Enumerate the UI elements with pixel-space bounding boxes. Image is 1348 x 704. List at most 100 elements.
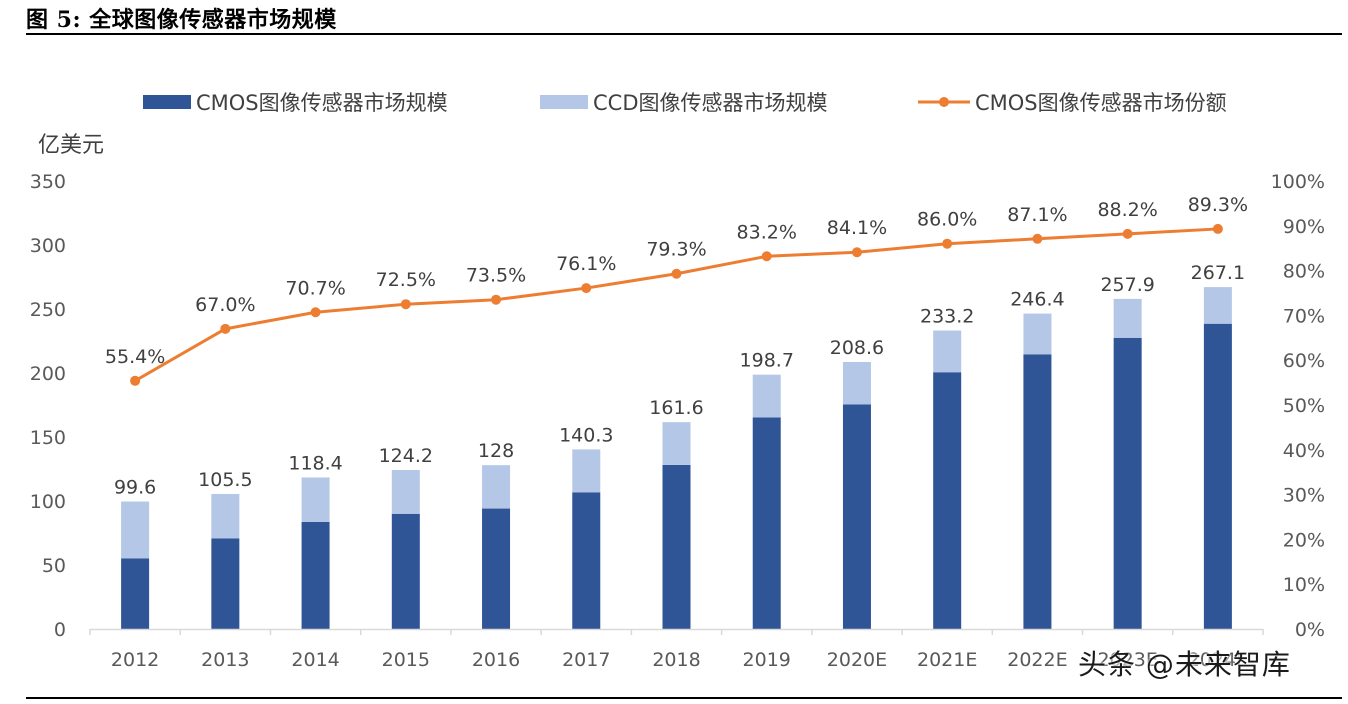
bar-ccd	[752, 374, 781, 418]
bar-ccd	[572, 449, 601, 493]
share-marker	[220, 323, 231, 334]
share-value-label: 87.1%	[1007, 204, 1067, 226]
share-marker	[491, 294, 502, 305]
share-marker	[671, 268, 682, 279]
share-value-label: 67.0%	[195, 294, 255, 316]
share-marker	[1032, 233, 1043, 244]
bar-ccd	[1113, 298, 1142, 338]
y-tick-label: 200	[30, 363, 66, 385]
share-line	[130, 223, 1223, 386]
y2-tick-label: 20%	[1283, 529, 1325, 551]
data-labels: 55.4% 67.0% 70.7% 72.5% 73.5% 76.1% 79.3% 83.2%…	[105, 194, 1248, 499]
y-tick-label: 100	[30, 491, 66, 513]
share-value-label: 79.3%	[646, 239, 706, 261]
bar-total-label: 198.7	[740, 350, 794, 372]
y-tick-label: 50	[42, 555, 66, 577]
bar-total-label: 257.9	[1100, 274, 1154, 296]
share-marker	[851, 247, 862, 258]
share-value-label: 83.2%	[737, 221, 797, 243]
share-marker	[130, 375, 141, 386]
y2-tick-label: 50%	[1283, 395, 1325, 417]
bar-cmos	[211, 538, 240, 629]
x-tick-label: 2012	[111, 649, 159, 671]
y-axis-label: 亿美元	[38, 133, 104, 158]
x-tick-label: 2020E	[827, 649, 887, 671]
figure-title: 图 5: 全球图像传感器市场规模	[26, 7, 337, 33]
bar-cmos	[752, 417, 781, 629]
bar-cmos	[1113, 337, 1142, 629]
legend-label-ccd: CCD图像传感器市场规模	[593, 91, 828, 115]
y-tick-label: 350	[30, 171, 66, 193]
share-value-label: 88.2%	[1097, 199, 1157, 221]
bar-cmos	[1203, 323, 1232, 629]
share-value-label: 86.0%	[917, 209, 977, 231]
bar-ccd	[121, 501, 150, 559]
legend-label-cmos: CMOS图像传感器市场规模	[196, 91, 448, 115]
y-tick-label: 300	[30, 235, 66, 257]
y2-tick-label: 70%	[1283, 305, 1325, 327]
bar-total-label: 233.2	[920, 306, 974, 328]
share-value-label: 72.5%	[376, 269, 436, 291]
share-marker	[1212, 223, 1223, 234]
watermark: 头条 @未来智库	[1078, 648, 1291, 681]
legend: CMOS图像传感器市场规模 CCD图像传感器市场规模 CMOS图像传感器市场份额	[143, 91, 1227, 115]
y-axis-left: 0 50 100 150 200 250 300 350	[30, 171, 66, 641]
bar-total-label: 140.3	[559, 424, 613, 446]
x-tick-label: 2014	[291, 649, 339, 671]
bar-ccd	[1023, 313, 1052, 355]
x-tick-label: 2016	[472, 649, 520, 671]
legend-swatch-ccd	[540, 95, 588, 109]
bars	[121, 287, 1232, 629]
share-value-label: 84.1%	[827, 217, 887, 239]
bar-ccd	[301, 477, 330, 522]
bar-total-label: 267.1	[1191, 262, 1245, 284]
y2-tick-label: 80%	[1283, 261, 1325, 283]
share-value-label: 70.7%	[285, 277, 345, 299]
bottom-rule	[26, 697, 1342, 699]
x-tick-label: 2017	[562, 649, 610, 671]
bar-total-label: 105.5	[198, 469, 252, 491]
x-tick-label: 2024E	[1188, 649, 1248, 671]
x-tick-label: 2021E	[917, 649, 977, 671]
share-marker	[761, 251, 772, 262]
bar-cmos	[572, 492, 601, 629]
y2-tick-label: 0%	[1295, 619, 1325, 641]
x-tick-label: 2022E	[1007, 649, 1067, 671]
share-marker	[1122, 228, 1133, 239]
legend-label-share: CMOS图像传感器市场份额	[975, 91, 1227, 115]
title-rule	[26, 33, 1342, 35]
bar-cmos	[662, 464, 691, 629]
y2-tick-label: 100%	[1271, 171, 1325, 193]
share-marker	[942, 238, 953, 249]
bar-total-label: 208.6	[830, 337, 884, 359]
bar-cmos	[391, 513, 420, 629]
share-value-label: 73.5%	[466, 265, 526, 287]
y-tick-label: 250	[30, 299, 66, 321]
bar-cmos	[482, 508, 511, 629]
bar-ccd	[391, 470, 420, 514]
bar-total-label: 118.4	[288, 452, 342, 474]
bar-total-label: 161.6	[649, 397, 703, 419]
bar-total-label: 99.6	[114, 477, 156, 499]
bar-ccd	[1203, 287, 1232, 324]
share-value-label: 76.1%	[556, 253, 616, 275]
share-marker	[310, 307, 321, 318]
x-tick-label: 2019	[743, 649, 791, 671]
y2-tick-label: 10%	[1283, 574, 1325, 596]
y2-tick-label: 60%	[1283, 350, 1325, 372]
share-value-label: 89.3%	[1188, 194, 1248, 216]
bar-cmos	[842, 404, 871, 629]
x-tick-label: 2023E	[1097, 649, 1157, 671]
bar-cmos	[121, 558, 150, 629]
bar-ccd	[662, 422, 691, 465]
y-axis-right: 0% 10% 20% 30% 40% 50% 60% 70% 80% 90% 100%	[1271, 171, 1325, 641]
bar-cmos	[933, 372, 962, 629]
legend-marker-share	[939, 97, 949, 107]
bar-total-label: 246.4	[1010, 289, 1064, 311]
bar-total-label: 124.2	[379, 445, 433, 467]
bar-ccd	[482, 465, 511, 509]
legend-swatch-cmos	[143, 95, 191, 109]
bar-cmos	[301, 521, 330, 629]
y2-tick-label: 90%	[1283, 216, 1325, 238]
